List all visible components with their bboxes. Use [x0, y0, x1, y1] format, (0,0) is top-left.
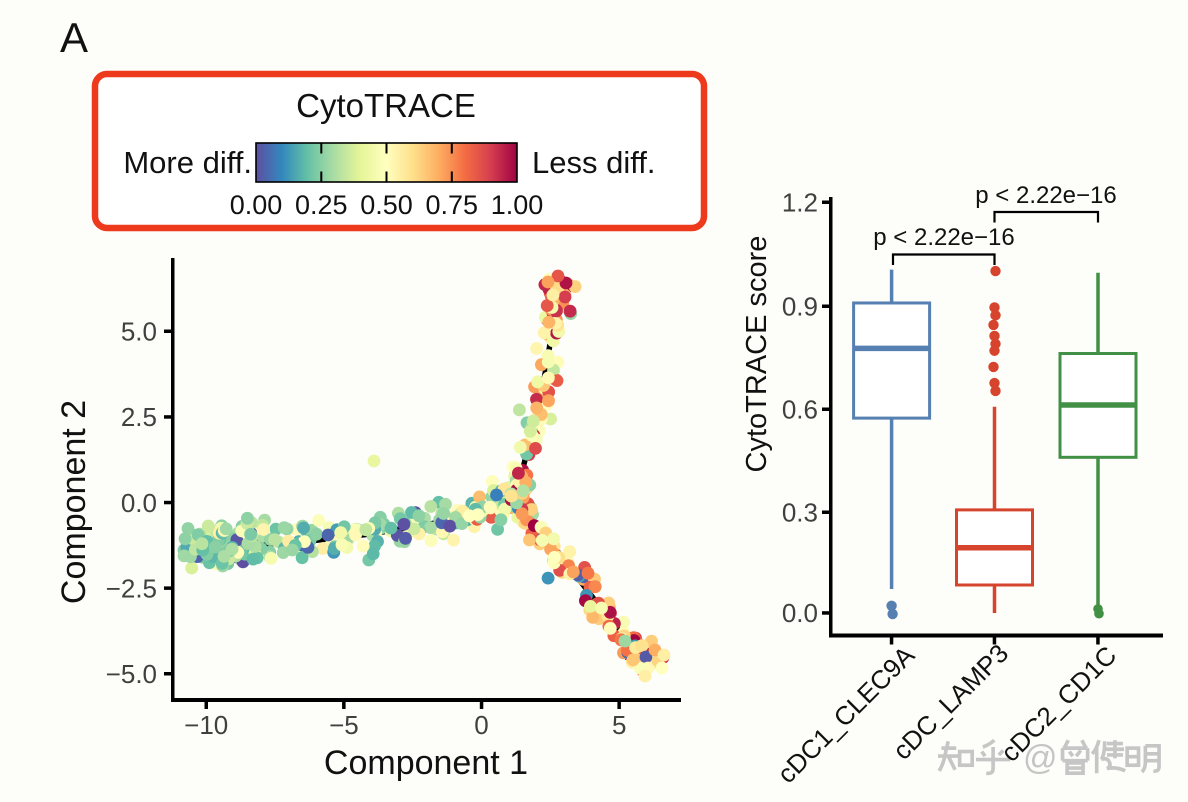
svg-text:1.2: 1.2 — [782, 188, 818, 218]
svg-text:More diff.: More diff. — [123, 145, 252, 180]
svg-text:−2.5: −2.5 — [106, 573, 157, 603]
svg-text:0.6: 0.6 — [782, 394, 818, 424]
svg-text:p < 2.22e−16: p < 2.22e−16 — [975, 182, 1116, 209]
svg-text:0.00: 0.00 — [230, 190, 283, 220]
svg-text:CytoTRACE: CytoTRACE — [296, 87, 476, 124]
svg-text:Less diff.: Less diff. — [532, 145, 656, 180]
svg-text:Component 1: Component 1 — [324, 744, 528, 782]
svg-text:Component 2: Component 2 — [55, 400, 93, 604]
svg-text:5: 5 — [612, 710, 626, 740]
svg-text:0.9: 0.9 — [782, 291, 818, 321]
svg-text:0.0: 0.0 — [782, 598, 818, 628]
svg-text:0.50: 0.50 — [360, 190, 413, 220]
svg-text:−5: −5 — [329, 710, 359, 740]
svg-text:0.25: 0.25 — [295, 190, 348, 220]
svg-text:0.0: 0.0 — [121, 488, 157, 518]
svg-text:−5.0: −5.0 — [106, 659, 157, 689]
svg-text:0.75: 0.75 — [426, 190, 479, 220]
svg-text:0: 0 — [474, 710, 488, 740]
svg-text:2.5: 2.5 — [121, 402, 157, 432]
svg-text:0.3: 0.3 — [782, 498, 818, 528]
svg-text:5.0: 5.0 — [121, 317, 157, 347]
svg-text:@: @ — [1023, 739, 1058, 777]
svg-text:p < 2.22e−16: p < 2.22e−16 — [873, 224, 1014, 251]
svg-text:−10: −10 — [184, 710, 228, 740]
svg-text:CytoTRACE score: CytoTRACE score — [741, 236, 773, 473]
svg-text:A: A — [60, 14, 88, 61]
svg-text:1.00: 1.00 — [491, 190, 544, 220]
